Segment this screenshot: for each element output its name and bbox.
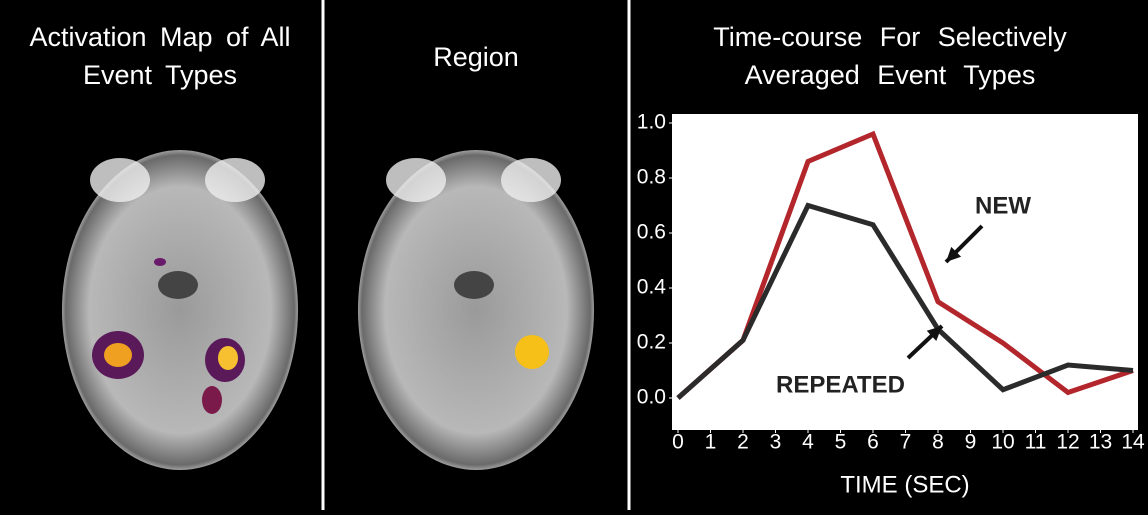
series-line [676,130,1134,400]
x-tick-label: 4 [802,431,814,454]
x-tick-label: 10 [991,431,1014,454]
panel-title-box: Activation Map of All Event Types [29,22,291,90]
x-tick-label: 8 [932,431,944,454]
chart-title: Time-course For Selectively Averaged Eve… [713,22,1067,90]
x-tick-label: 3 [770,431,782,454]
series-label: REPEATED [776,371,905,398]
x-tick-label: 0 [672,431,684,454]
brain-image [358,150,594,470]
x-tick-label: 13 [1089,431,1112,454]
chart-title-box: Time-course For Selectively Averaged Eve… [713,22,1067,90]
y-tick-label: 1.0 [637,111,666,134]
series-label: NEW [975,192,1031,219]
x-tick-label: 11 [1025,431,1047,454]
y-tick-label: 0.4 [637,276,667,299]
x-tick-label: 7 [900,431,912,454]
panel-title: Region [433,42,519,72]
x-tick-label: 12 [1056,431,1079,454]
x-tick-label: 9 [965,431,977,454]
y-tick-label: 0.2 [637,331,666,354]
y-tick-label: 0.6 [637,221,666,244]
x-axis-title: TIME (SEC) [840,471,969,498]
series-line [676,202,1134,400]
x-tick-label: 1 [705,431,717,454]
x-tick-label: 5 [835,431,847,454]
y-tick-label: 0.8 [637,166,666,189]
plot: 0.00.20.40.60.81.00 1 2 3 4 5 6 7 8 9 10 11 12 13 14NE… [637,111,1145,454]
annotation-arrowhead [926,326,942,341]
panel-title-box: Region [433,42,519,72]
brain-image [62,150,298,470]
x-tick-label: 2 [737,431,749,454]
x-tick-label: 6 [867,431,879,454]
x-tick-label: 14 [1121,431,1145,454]
annotation-arrowhead [946,246,962,262]
panel-title: Activation Map of All Event Types [29,22,291,90]
y-tick-label: 0.0 [637,386,666,409]
